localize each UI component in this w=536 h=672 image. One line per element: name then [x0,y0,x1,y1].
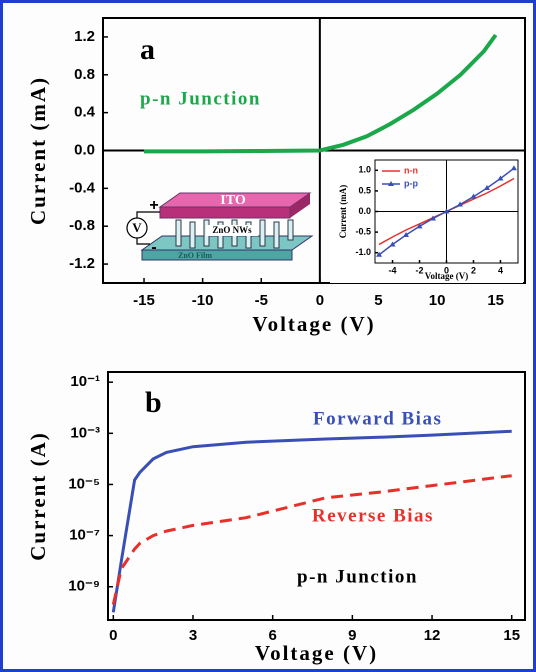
device-schematic: ITO ZnO NWs ZnO Film V + - [126,192,314,261]
x-tick-label: 4 [498,265,503,275]
y-tick-label: 0.8 [74,66,95,83]
y-tick-label: -0.8 [69,217,95,234]
y-axis-title: Current (A) [26,431,50,561]
x-tick-label: 3 [189,627,197,644]
nw-label: ZnO NWs [212,225,252,235]
x-tick-label: 0 [316,292,324,309]
point-marker [403,231,410,237]
x-tick-label: -2 [416,265,424,275]
point-marker [456,201,463,207]
plus-label: + [149,197,158,214]
chart-panel: 0 3 6 9 12 15 10⁻¹ 10⁻³ 10⁻⁵ 10⁻⁷ 10⁻⁹ Forward Bias… [26,371,526,665]
y-tick-label: 10⁻¹ [70,373,100,390]
minus-label: - [151,239,156,256]
y-tick-label: 1.0 [358,165,371,175]
x-tick-label: 12 [424,627,441,644]
series-label: Forward Bias [313,408,442,429]
point-marker [483,185,490,191]
x-tick-label: 9 [348,627,356,644]
ito-side [290,193,310,218]
plot-frame [107,371,526,621]
x-tick-label: 5 [374,292,382,309]
point-marker [470,193,477,199]
x-tick-label: -15 [133,292,155,309]
point-marker [497,175,504,181]
point-marker [443,208,450,214]
y-tick-label: 0.4 [74,104,96,121]
x-tick-label: -4 [389,265,397,275]
film-label: ZnO Film [178,251,212,260]
ito-label: ITO [220,193,246,208]
legend-marker [388,181,394,186]
series-line [111,429,512,613]
film-edge [141,249,293,261]
series-label: p-n Junction [140,88,261,109]
series-label: Reverse Bias [312,505,434,526]
source-symbol [126,217,148,239]
point-marker [389,241,396,247]
wire-top [136,211,160,218]
x-tick-label: 6 [269,627,277,644]
y-tick-label: -1.0 [355,247,371,257]
y-tick-label: -1.2 [69,255,95,272]
y-tick-label: 10⁻³ [70,424,100,441]
legend-label: p-p [404,178,418,188]
wire-bottom [136,238,150,245]
panel-label: a [140,33,155,66]
x-tick-label: -10 [192,292,214,309]
x-tick-label: -5 [255,292,268,309]
annotation: p-n Junction [297,566,418,587]
legend-label: n-n [404,165,418,175]
y-tick-label: 0.0 [74,141,95,158]
y-axis-title: Current (mA) [338,185,348,239]
point-marker [376,251,383,257]
ito-front [159,206,291,219]
x-tick-label: 10 [429,292,446,309]
x-tick-label: 0 [109,627,117,644]
x-tick-label: 15 [487,292,504,309]
film-layer [140,235,314,251]
x-axis-title: Voltage (V) [425,271,468,281]
y-tick-label: 10⁻⁵ [68,475,100,492]
point-marker [416,223,423,229]
panel-label: b [145,386,162,419]
y-axis-title: Current (mA) [26,76,50,225]
x-axis-title: Voltage (V) [255,641,378,665]
y-tick-label: 10⁻⁷ [69,527,100,544]
y-tick-label: 10⁻⁹ [68,578,100,595]
y-tick-label: -0.4 [69,179,96,196]
y-tick-label: -0.5 [355,226,371,236]
x-tick-label: 2 [471,265,476,275]
x-tick-label: 15 [503,627,520,644]
x-tick-label: 0 [444,265,449,275]
point-marker [510,165,517,171]
x-axis-title: Voltage (V) [252,312,375,336]
source-label: V [132,220,142,235]
inset-background [330,156,523,283]
chart-panel: -15 -10 -5 0 5 10 15 1.2 0.8 0.4 0.0 -0.4 -0.8 -1.2 p-… [26,17,526,336]
nw-label-bg [206,225,258,236]
y-tick-label: 0.5 [358,185,371,195]
point-marker [430,215,437,221]
y-tick-label: 0.0 [358,206,371,216]
y-tick-label: 1.2 [74,28,95,45]
chart-panel: -4 -2 0 2 4 1.0 0.5 0.0 -0.5 -1.0 n-n p-p Voltage (V… [330,156,523,283]
series-line [144,33,498,154]
